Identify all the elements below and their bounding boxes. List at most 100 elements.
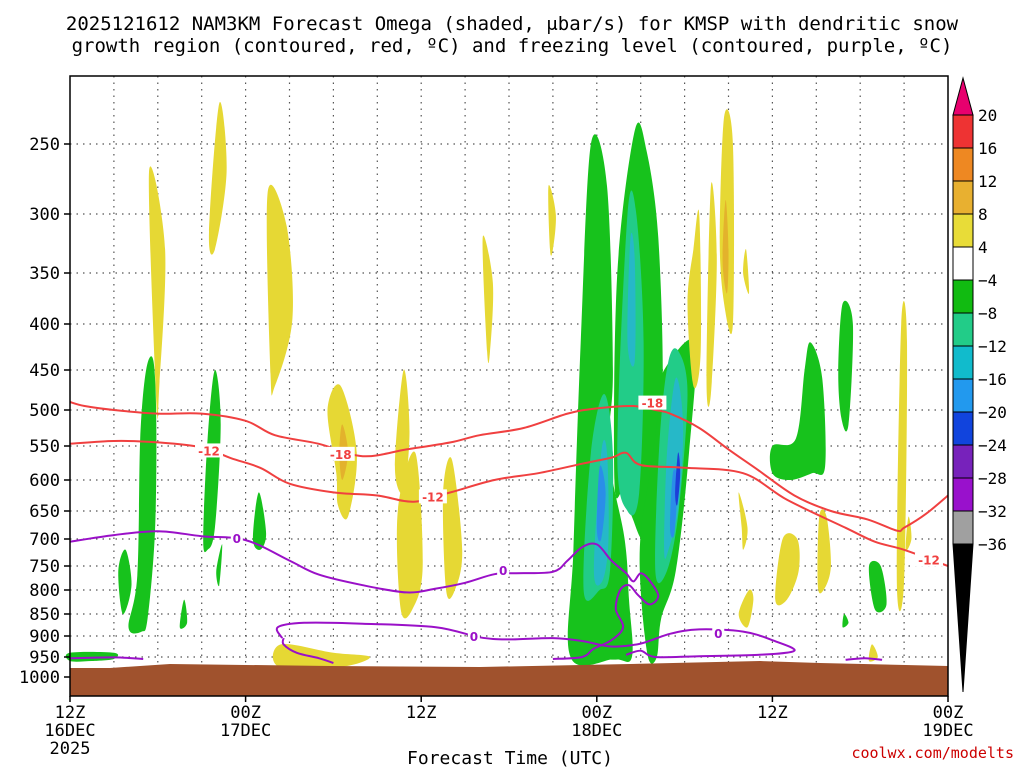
dgz-contour-label: -12	[198, 444, 220, 458]
omega-blob-yellow	[148, 166, 166, 420]
chart-title-line1: 2025121612 NAM3KM Forecast Omega (shaded…	[66, 13, 959, 35]
y-tick-label: 350	[29, 264, 60, 284]
x-tick-label: 18DEC	[571, 721, 622, 741]
omega-blob-yellow	[738, 589, 754, 628]
freezing-contour-label-bg	[230, 531, 243, 545]
colorbar-box	[952, 279, 974, 314]
chart-title-line2: growth region (contoured, red, ºC) and f…	[72, 35, 953, 57]
colorbar-box	[952, 477, 974, 512]
omega-blob-green	[252, 492, 267, 550]
freezing-level-contours: 0 0 0 0	[69, 530, 883, 664]
omega-blob-teal	[627, 232, 636, 367]
y-tick-label: 400	[29, 315, 60, 335]
omega-blob-yellow	[706, 182, 717, 407]
x-tick-label: 17DEC	[220, 721, 271, 741]
colorbar-box	[952, 444, 974, 479]
y-tick-label: 450	[29, 361, 60, 381]
omega-blob-green	[179, 599, 188, 629]
omega-blob-yellow	[272, 643, 371, 670]
omega-blob-green	[842, 613, 849, 628]
omega-blob-darkblue	[675, 452, 681, 506]
dgz-contour-0	[69, 439, 949, 567]
freezing-contour-4	[281, 637, 334, 664]
colorbar-label: −16	[978, 370, 1007, 389]
omega-blob-teal	[664, 377, 684, 559]
omega-blob-blue	[596, 465, 606, 542]
freezing-contour-0	[69, 530, 660, 660]
colorbar-label: 16	[978, 139, 997, 158]
x-tick-label: 2025	[50, 739, 91, 759]
omega-blob-yellow	[394, 369, 410, 494]
colorbar-label: −32	[978, 502, 1007, 521]
omega-blob-green	[868, 560, 887, 613]
dgz-contour-label: -18	[642, 397, 664, 411]
y-tick-label: 250	[29, 135, 60, 155]
freezing-contour-label: 0	[233, 532, 241, 546]
y-tick-label: 700	[29, 530, 60, 550]
freezing-contour-label: 0	[470, 630, 478, 644]
omega-blob-green	[602, 636, 627, 660]
dgz-contour-label-bg	[914, 552, 943, 567]
colorbar-box	[952, 510, 974, 545]
omega-blob-yellow	[396, 451, 423, 619]
x-tick-label: 00Z	[230, 703, 261, 723]
dgz-contour-label: -12	[422, 490, 444, 504]
dgz-contour-label-bg	[418, 489, 447, 504]
x-tick-label: 12Z	[55, 703, 86, 723]
colorbar-box	[952, 213, 974, 248]
omega-blob-yellow	[548, 185, 556, 256]
ground-terrain	[70, 661, 948, 696]
omega-blob-yellow	[442, 457, 463, 599]
omega-blob-green	[118, 549, 132, 615]
colorbar-box	[952, 114, 974, 149]
freezing-contour-label: 0	[714, 627, 722, 641]
colorbar-box	[952, 411, 974, 446]
omega-blob-yellow	[896, 301, 908, 612]
freezing-contour-label: 0	[499, 564, 507, 578]
dendritic-contours: -12 -12 -18 -18 -12	[69, 395, 949, 568]
omega-blob-yellow	[743, 249, 750, 294]
ground-fill	[70, 661, 948, 696]
y-tick-label: 300	[29, 205, 60, 225]
y-tick-label: 650	[29, 502, 60, 522]
colorbar-label: −4	[978, 271, 997, 290]
omega-blob-green	[128, 356, 157, 634]
y-tick-label: 600	[29, 471, 60, 491]
colorbar-label: 8	[978, 205, 988, 224]
y-tick-label: 550	[29, 437, 60, 457]
omega-blob-yellow	[775, 533, 800, 606]
y-tick-label: 850	[29, 605, 60, 625]
colorbar-label: 4	[978, 238, 988, 257]
colorbar-label: −8	[978, 304, 997, 323]
omega-shading	[65, 102, 912, 670]
colorbar-label: 20	[978, 106, 997, 125]
colorbar-box	[952, 147, 974, 182]
x-tick-label: 00Z	[933, 703, 964, 723]
colorbar: 20 16 12 8 4 −4 −8 −12 −16 −20 −24 −28 −32 −36	[952, 76, 1007, 693]
freezing-contour-label-bg	[467, 628, 480, 643]
dgz-contour-label: -12	[918, 554, 940, 568]
colorbar-box	[952, 378, 974, 413]
dgz-contour-label-bg	[326, 446, 355, 461]
omega-blob-yellow	[482, 235, 494, 364]
colorbar-label: −28	[978, 469, 1007, 488]
credit-link[interactable]: coolwx.com/modelts	[851, 744, 1014, 762]
omega-blob-yellow	[868, 644, 878, 662]
x-tick-label: 19DEC	[922, 721, 973, 741]
dgz-contour-label-bg	[195, 443, 224, 458]
x-tick-label: 00Z	[581, 703, 612, 723]
x-tick-label: 12Z	[757, 703, 788, 723]
colorbar-top-arrow	[952, 76, 974, 116]
y-tick-label: 500	[29, 401, 60, 421]
colorbar-box	[952, 312, 974, 347]
omega-blob-yellow	[687, 209, 702, 389]
freezing-contour-6	[845, 657, 883, 661]
y-tick-label: 900	[29, 627, 60, 647]
omega-blob-gold	[722, 199, 729, 294]
omega-blob-green	[769, 342, 826, 480]
colorbar-bottom-arrow	[952, 543, 974, 693]
omega-blob-yellow	[738, 492, 748, 550]
freezing-contour-5	[69, 656, 144, 660]
